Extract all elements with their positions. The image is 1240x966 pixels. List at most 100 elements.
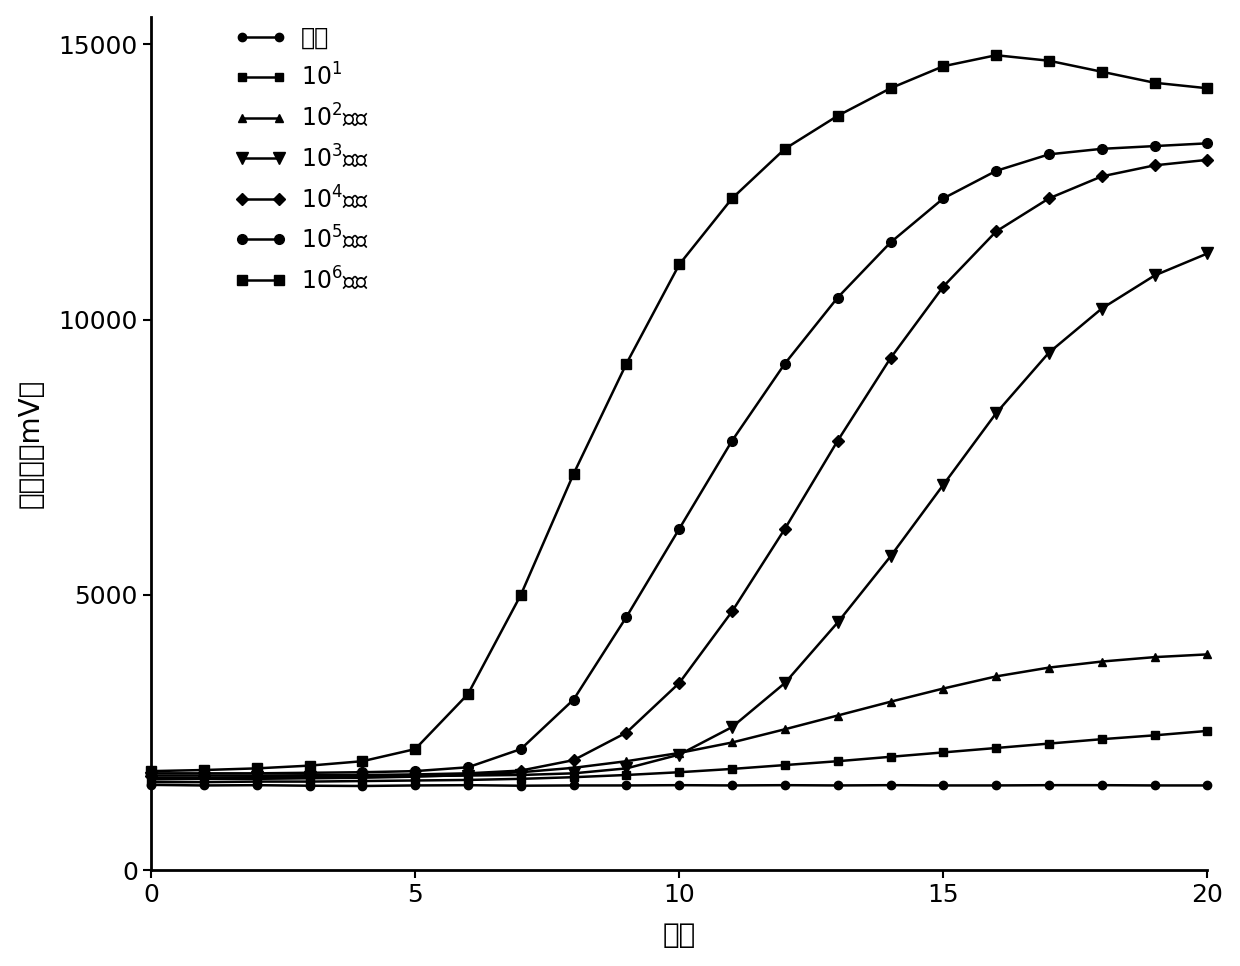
10$^4$拷贝 [1200, 154, 1215, 165]
10$^6$拷贝 [1095, 66, 1110, 77]
10$^3$拷贝 [408, 770, 423, 781]
10$^6$拷贝 [460, 688, 475, 699]
10$^6$拷贝 [1042, 55, 1056, 67]
10$^2$拷贝 [988, 670, 1003, 682]
阴性 [460, 780, 475, 791]
10$^4$拷贝 [619, 726, 634, 738]
10$^1$ [883, 751, 898, 762]
10$^2$拷贝 [672, 747, 687, 758]
10$^4$拷贝 [988, 226, 1003, 238]
Legend: 阴性, 10$^1$, 10$^2$拷贝, 10$^3$拷贝, 10$^4$拷贝, 10$^5$拷贝, 10$^6$拷贝: 阴性, 10$^1$, 10$^2$拷贝, 10$^3$拷贝, 10$^4$拷贝… [226, 16, 378, 302]
10$^5$拷贝 [831, 292, 846, 303]
10$^6$拷贝 [831, 110, 846, 122]
10$^4$拷贝 [1095, 171, 1110, 183]
阴性 [513, 780, 528, 791]
10$^5$拷贝 [355, 766, 370, 778]
阴性 [988, 780, 1003, 791]
10$^3$拷贝 [1042, 347, 1056, 358]
10$^4$拷贝 [249, 770, 264, 781]
10$^5$拷贝 [1147, 140, 1162, 152]
Line: 10$^6$拷贝: 10$^6$拷贝 [146, 50, 1213, 776]
10$^1$ [619, 769, 634, 781]
10$^2$拷贝 [619, 755, 634, 767]
10$^6$拷贝 [196, 764, 211, 776]
10$^3$拷贝 [460, 770, 475, 781]
10$^5$拷贝 [936, 192, 951, 204]
阴性 [619, 780, 634, 791]
10$^6$拷贝 [567, 468, 582, 479]
10$^6$拷贝 [1200, 82, 1215, 94]
10$^6$拷贝 [883, 82, 898, 94]
10$^2$拷贝 [460, 769, 475, 781]
10$^1$ [460, 774, 475, 785]
10$^3$拷贝 [355, 771, 370, 782]
10$^5$拷贝 [303, 767, 317, 779]
Line: 10$^1$: 10$^1$ [148, 726, 1211, 786]
10$^5$拷贝 [408, 765, 423, 777]
10$^2$拷贝 [1200, 648, 1215, 660]
10$^5$拷贝 [567, 694, 582, 705]
10$^2$拷贝 [777, 724, 792, 735]
10$^2$拷贝 [1147, 651, 1162, 663]
Line: 10$^2$拷贝: 10$^2$拷贝 [148, 650, 1211, 783]
10$^1$ [988, 742, 1003, 753]
阴性 [567, 780, 582, 791]
10$^6$拷贝 [936, 61, 951, 72]
10$^4$拷贝 [936, 281, 951, 293]
10$^2$拷贝 [355, 772, 370, 783]
10$^2$拷贝 [936, 683, 951, 695]
10$^2$拷贝 [724, 737, 739, 749]
10$^3$拷贝 [1095, 302, 1110, 314]
10$^1$ [196, 777, 211, 788]
10$^1$ [936, 747, 951, 758]
10$^6$拷贝 [619, 357, 634, 369]
10$^3$拷贝 [249, 772, 264, 783]
10$^4$拷贝 [460, 768, 475, 780]
10$^4$拷贝 [355, 769, 370, 781]
10$^3$拷贝 [883, 551, 898, 562]
10$^3$拷贝 [196, 772, 211, 783]
10$^6$拷贝 [303, 760, 317, 772]
10$^1$ [355, 776, 370, 787]
阴性 [1095, 780, 1110, 791]
10$^5$拷贝 [249, 768, 264, 780]
10$^4$拷贝 [567, 754, 582, 766]
10$^3$拷贝 [144, 772, 159, 783]
10$^4$拷贝 [303, 770, 317, 781]
Line: 10$^4$拷贝: 10$^4$拷贝 [148, 156, 1211, 780]
10$^1$ [724, 763, 739, 775]
10$^5$拷贝 [672, 523, 687, 534]
10$^3$拷贝 [724, 722, 739, 733]
10$^5$拷贝 [883, 237, 898, 248]
10$^5$拷贝 [1042, 149, 1056, 160]
10$^6$拷贝 [988, 49, 1003, 61]
阴性 [672, 780, 687, 791]
阴性 [249, 780, 264, 791]
10$^1$ [777, 759, 792, 771]
10$^1$ [513, 773, 528, 784]
阴性 [408, 780, 423, 791]
10$^5$拷贝 [988, 165, 1003, 177]
10$^2$拷贝 [144, 774, 159, 785]
10$^4$拷贝 [831, 435, 846, 446]
阴性 [883, 780, 898, 791]
10$^3$拷贝 [672, 749, 687, 760]
阴性 [1042, 780, 1056, 791]
阴性 [777, 780, 792, 791]
10$^2$拷贝 [1042, 662, 1056, 673]
10$^4$拷贝 [672, 677, 687, 689]
10$^6$拷贝 [408, 743, 423, 754]
10$^6$拷贝 [249, 762, 264, 774]
X-axis label: 时间: 时间 [662, 922, 696, 950]
阴性 [936, 780, 951, 791]
Y-axis label: 荧光値（mV）: 荧光値（mV） [16, 379, 45, 508]
10$^5$拷贝 [196, 768, 211, 780]
10$^3$拷贝 [303, 772, 317, 783]
10$^6$拷贝 [355, 755, 370, 767]
10$^4$拷贝 [513, 765, 528, 777]
10$^6$拷贝 [513, 589, 528, 601]
10$^1$ [1042, 738, 1056, 750]
10$^1$ [567, 772, 582, 783]
阴性 [1200, 780, 1215, 791]
10$^1$ [303, 776, 317, 787]
